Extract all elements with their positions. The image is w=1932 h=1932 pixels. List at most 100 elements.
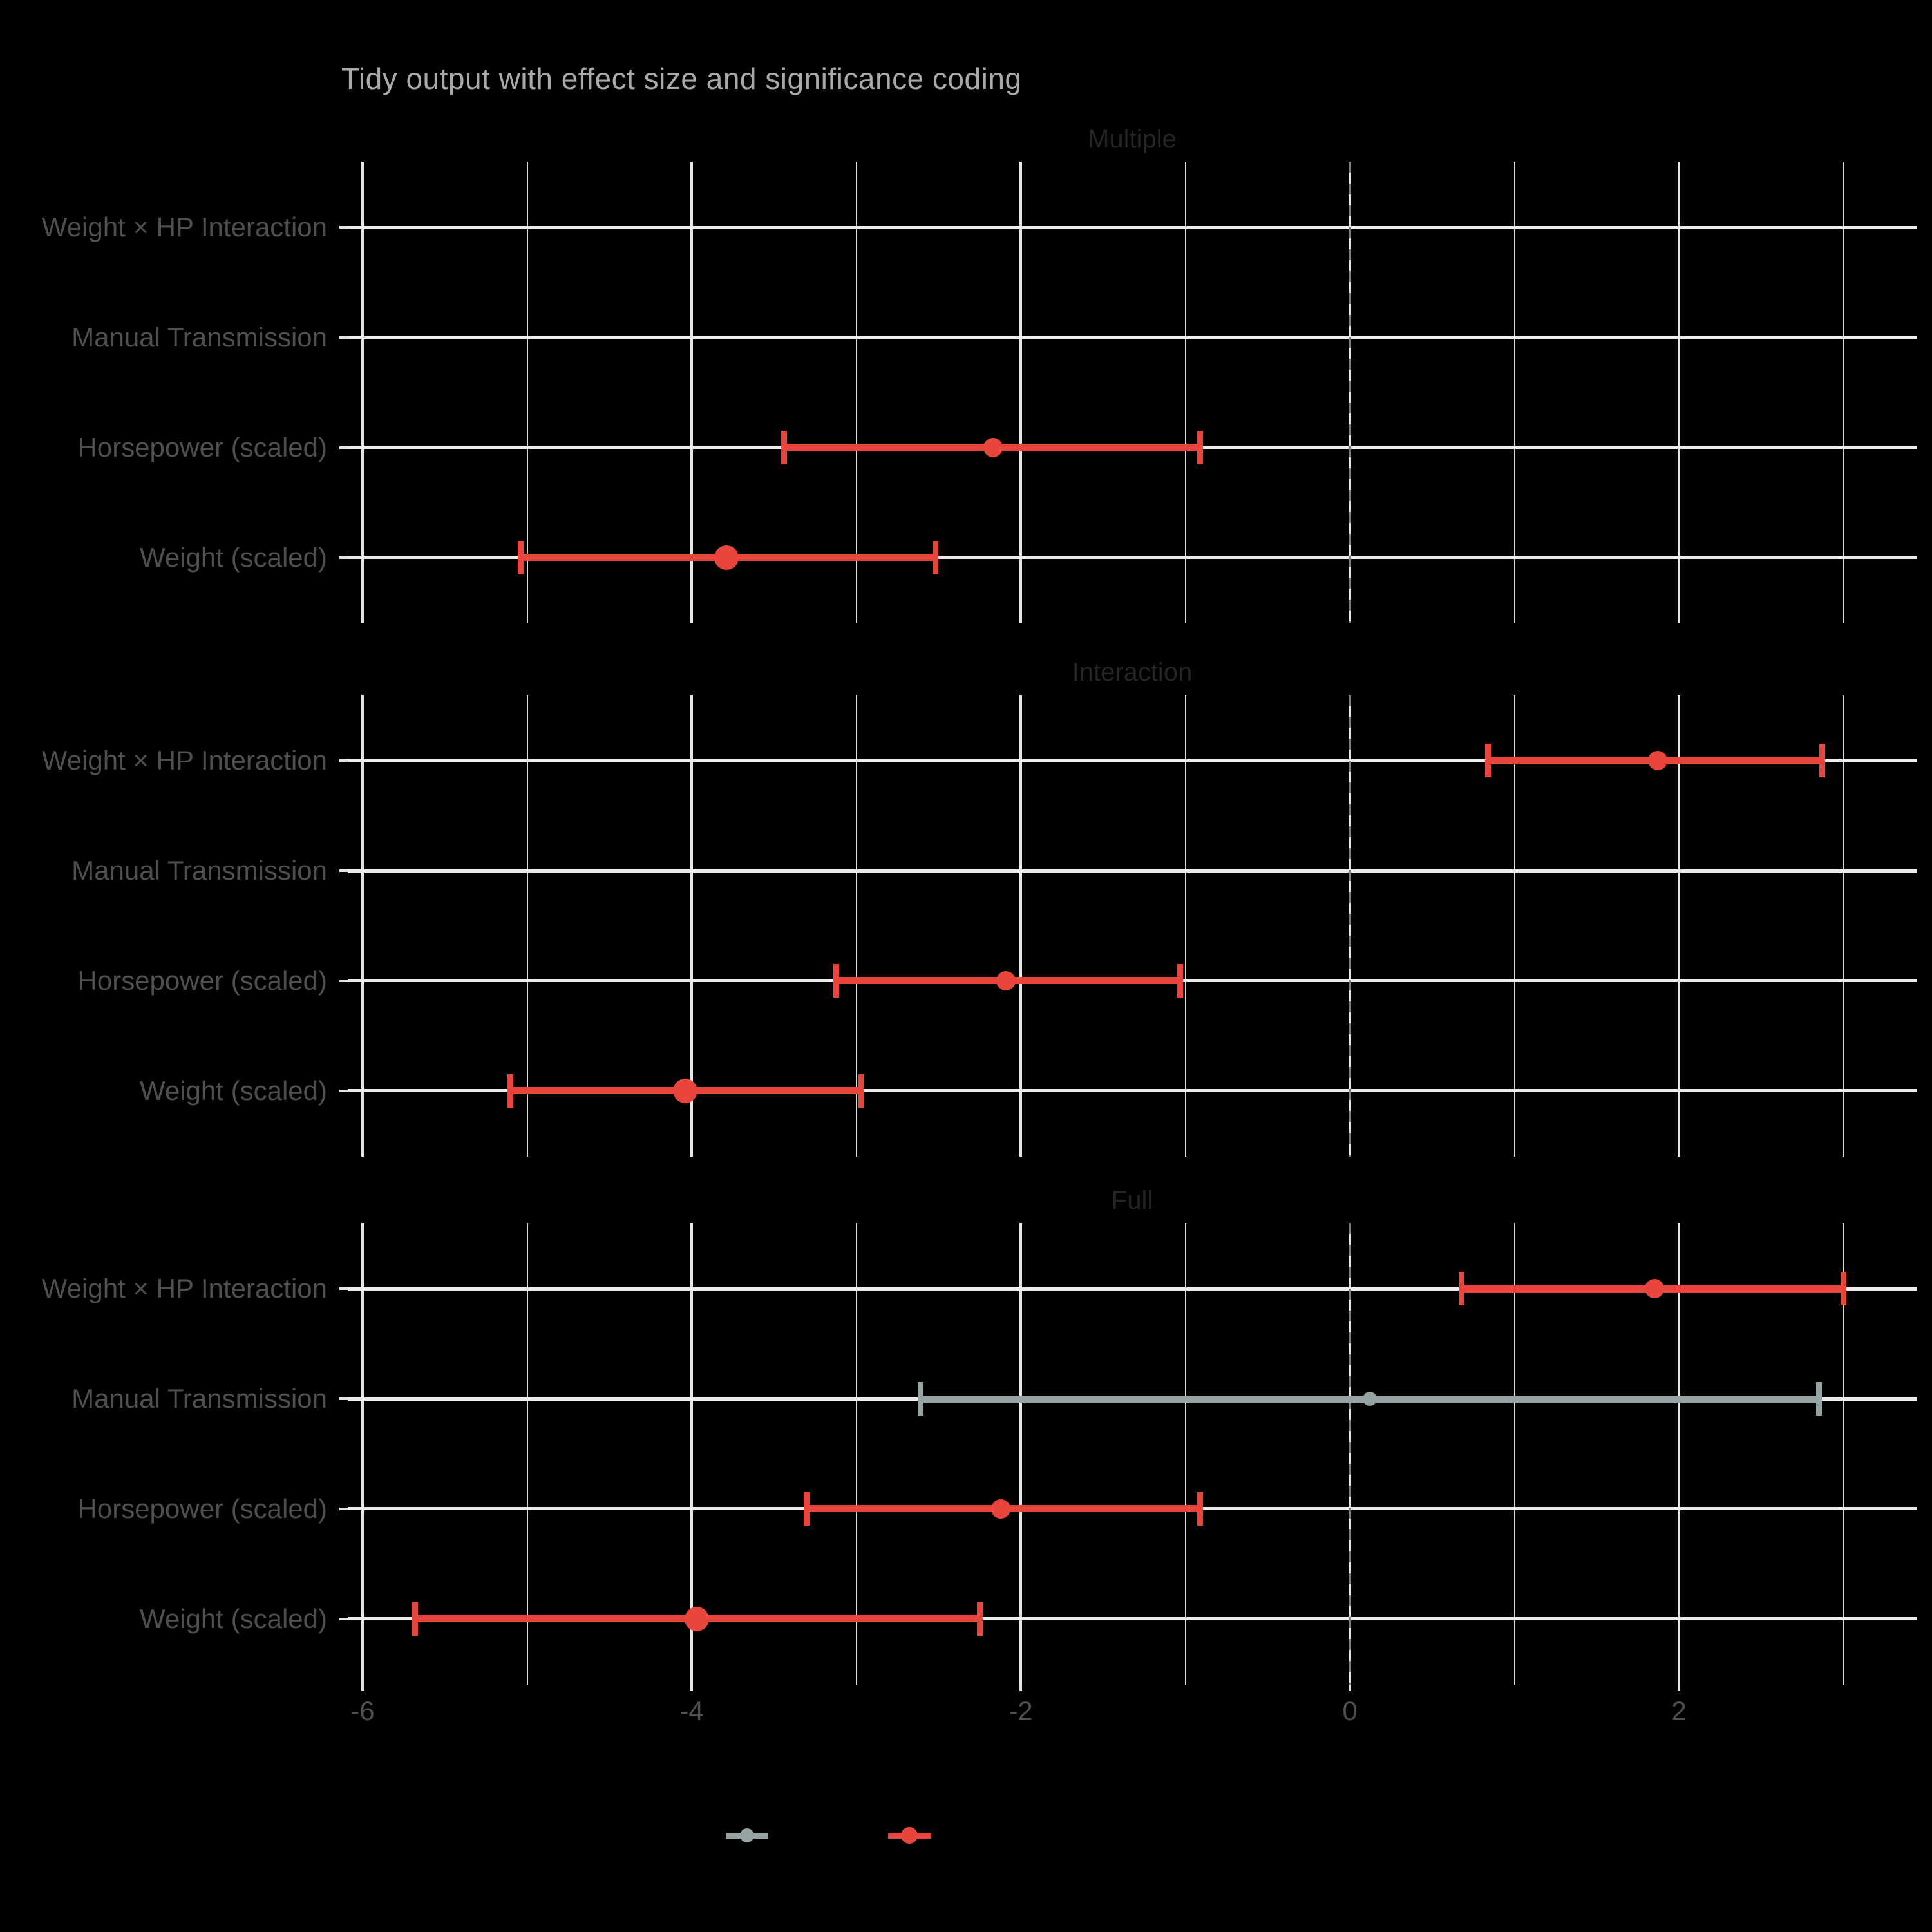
y-axis-tick [339, 869, 348, 873]
gridline-minor [1513, 162, 1515, 623]
gridline-major [1019, 1223, 1022, 1685]
errorbar-cap-right [1841, 1272, 1846, 1306]
y-axis-tick [339, 556, 348, 559]
y-axis-tick [339, 1617, 348, 1620]
point-marker [983, 437, 1003, 457]
gridline-major [1678, 1223, 1680, 1685]
x-axis-tick [690, 1685, 693, 1691]
gridline-major [690, 162, 693, 623]
x-axis-label: 0 [1342, 1696, 1358, 1726]
y-axis-label: Weight (scaled) [139, 542, 327, 573]
gridline-major [1019, 162, 1022, 623]
zero-reference-line [1349, 695, 1351, 1157]
y-axis-label: Weight × HP Interaction [41, 1273, 327, 1304]
errorbar-cap-right [858, 1074, 864, 1108]
y-axis-tick [339, 759, 348, 762]
x-axis-label: -6 [350, 1696, 375, 1726]
gridline-major [690, 1223, 693, 1685]
chart-title: Tidy output with effect size and signifi… [341, 62, 1022, 95]
x-axis-tick [361, 1685, 364, 1691]
gridline-major [1019, 695, 1022, 1157]
point-marker [1362, 1392, 1377, 1406]
gridline-minor [1513, 695, 1515, 1157]
gridline-minor [855, 695, 857, 1157]
y-axis-tick [339, 446, 348, 449]
x-axis-tick [1678, 1685, 1680, 1691]
point-marker [1647, 751, 1667, 771]
zero-reference-line [1349, 162, 1351, 623]
facet-label-multiple: Multiple [1088, 125, 1177, 153]
x-axis-label: -2 [1009, 1696, 1033, 1726]
y-axis-label: Horsepower (scaled) [77, 965, 327, 996]
gridline-minor [526, 695, 528, 1157]
point-marker [684, 1606, 709, 1631]
errorbar-cap-left [517, 540, 524, 574]
legend-key-significant-point [901, 1827, 918, 1844]
gridline-minor [855, 1223, 857, 1685]
y-axis-label: Weight (scaled) [139, 1603, 327, 1634]
gridline-row [348, 1287, 1917, 1291]
y-axis-label: Manual Transmission [71, 322, 327, 353]
y-axis-tick [339, 336, 348, 339]
point-marker [991, 1499, 1011, 1519]
gridline-minor [526, 1223, 528, 1685]
gridline-minor [1184, 695, 1186, 1157]
errorbar-cap-right [1197, 430, 1203, 464]
y-axis-label: Weight (scaled) [139, 1075, 327, 1106]
panel-multiple [348, 162, 1917, 623]
errorbar-cap-left [1485, 744, 1492, 778]
facet-label-interaction: Interaction [1072, 658, 1193, 687]
errorbar-cap-left [781, 430, 787, 464]
gridline-minor [1184, 1223, 1186, 1685]
gridline-row [348, 336, 1917, 339]
y-axis-tick [339, 1287, 348, 1291]
y-axis-label: Horsepower (scaled) [77, 431, 327, 462]
x-axis-tick [1349, 1685, 1351, 1691]
gridline-minor [1842, 1223, 1844, 1685]
gridline-row [348, 225, 1917, 229]
y-axis-tick [339, 979, 348, 982]
errorbar-cap-right [1819, 744, 1825, 778]
gridline-minor [526, 162, 528, 623]
legend-key-not-significant-point [740, 1828, 754, 1842]
gridline-row [348, 869, 1917, 873]
gridline-major [1678, 695, 1680, 1157]
gridline-row [348, 1089, 1917, 1092]
gridline-row [348, 1617, 1917, 1620]
gridline-minor [1184, 162, 1186, 623]
errorbar-cap-left [507, 1074, 514, 1108]
errorbar-cap-left [833, 963, 840, 998]
errorbar-cap-right [1815, 1382, 1822, 1416]
panel-interaction [348, 695, 1917, 1157]
gridline-minor [855, 162, 857, 623]
y-axis-tick [339, 1397, 348, 1401]
y-axis-tick [339, 1507, 348, 1510]
gridline-major [361, 1223, 364, 1685]
y-axis-tick [339, 1089, 348, 1092]
errorbar-cap-right [932, 540, 938, 574]
point-marker [1644, 1279, 1664, 1299]
errorbar-cap-left [412, 1602, 419, 1636]
y-axis-label: Weight × HP Interaction [41, 745, 327, 776]
y-axis-label: Manual Transmission [71, 1383, 327, 1414]
x-axis-label: 2 [1671, 1696, 1687, 1726]
gridline-major [361, 162, 364, 623]
gridline-minor [1842, 695, 1844, 1157]
gridline-major [1678, 162, 1680, 623]
errorbar-cap-left [804, 1492, 810, 1526]
errorbar-cap-right [1177, 963, 1184, 998]
gridline-row [348, 556, 1917, 559]
point-marker [714, 545, 739, 570]
y-axis-label: Manual Transmission [71, 855, 327, 886]
point-marker [672, 1078, 697, 1103]
gridline-row [348, 759, 1917, 762]
gridline-minor [1513, 1223, 1515, 1685]
y-axis-label: Horsepower (scaled) [77, 1493, 327, 1524]
errorbar-cap-left [1459, 1272, 1465, 1306]
x-axis-tick [1019, 1685, 1022, 1691]
errorbar-cap-right [976, 1602, 983, 1636]
y-axis-tick [339, 226, 348, 229]
y-axis-label: Weight × HP Interaction [41, 212, 327, 243]
gridline-major [361, 695, 364, 1157]
